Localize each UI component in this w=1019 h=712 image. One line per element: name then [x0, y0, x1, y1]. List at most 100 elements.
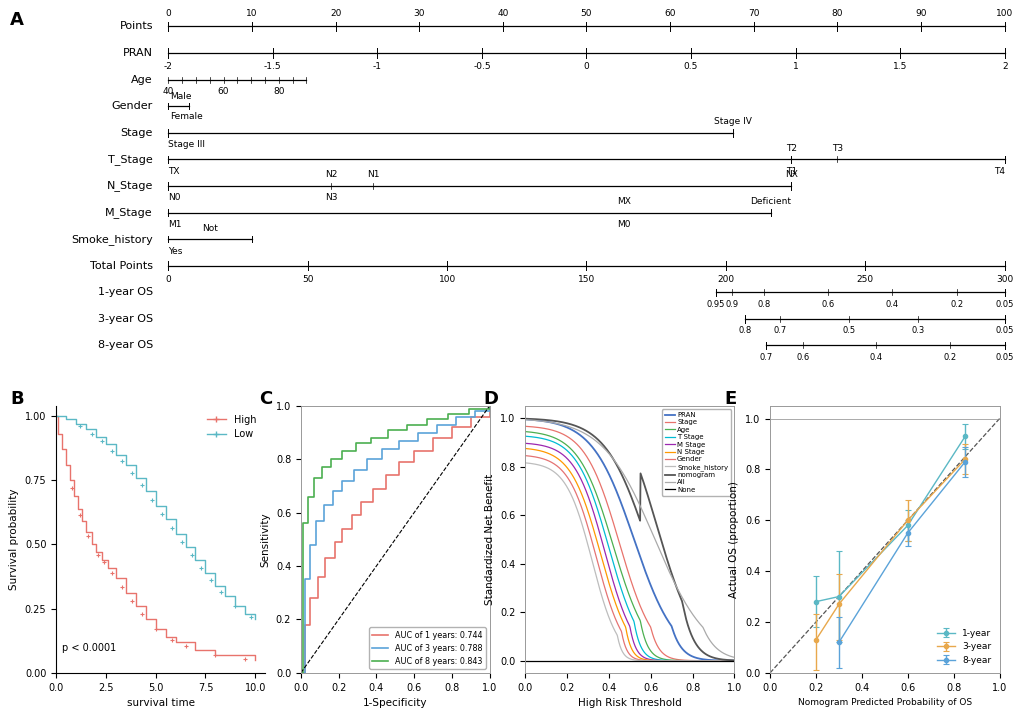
- AUC of 1 years: 0.744: (0.8, 0.92): 0.744: (0.8, 0.92): [445, 423, 458, 431]
- Text: 80: 80: [273, 87, 284, 96]
- Text: 0.7: 0.7: [759, 353, 772, 362]
- All: [728, 653, 740, 661]
- Text: Stage III: Stage III: [168, 140, 205, 150]
- Line: AUC of 3 years: 0.788: AUC of 3 years: 0.788: [301, 406, 489, 673]
- All: [690, 616, 702, 624]
- Text: T2: T2: [786, 144, 796, 152]
- Smoke_history: [632, 656, 644, 664]
- T Stage: [632, 636, 644, 644]
- AUC of 3 years: 0.788: (0.28, 0.76): 0.788: (0.28, 0.76): [347, 466, 360, 474]
- None: [722, 656, 735, 665]
- Line: AUC of 8 years: 0.843: AUC of 8 years: 0.843: [301, 406, 489, 673]
- Text: 50: 50: [302, 275, 313, 284]
- Text: M1: M1: [168, 220, 181, 229]
- AUC of 8 years: 0.843: (0.11, 0.77): 0.843: (0.11, 0.77): [315, 463, 327, 471]
- Text: 0.05: 0.05: [995, 300, 1013, 309]
- AUC of 8 years: 0.843: (0.07, 0.73): 0.843: (0.07, 0.73): [308, 473, 320, 482]
- None: [632, 656, 644, 665]
- AUC of 3 years: 0.788: (0.02, 0.35): 0.788: (0.02, 0.35): [299, 575, 311, 584]
- Text: Smoke_history: Smoke_history: [71, 234, 153, 244]
- Text: 0: 0: [165, 9, 171, 18]
- Text: N0: N0: [168, 194, 180, 202]
- Stage: [632, 597, 644, 606]
- Age: [519, 427, 531, 436]
- nomogram: [722, 656, 735, 664]
- AUC of 8 years: 0.843: (0.22, 0.83): 0.843: (0.22, 0.83): [336, 447, 348, 456]
- AUC of 8 years: 0.843: (0, 0): 0.843: (0, 0): [294, 669, 307, 677]
- Text: 0.5: 0.5: [842, 326, 855, 335]
- Line: T Stage: T Stage: [525, 436, 734, 661]
- AUC of 3 years: 0.788: (0.82, 0.96): 0.788: (0.82, 0.96): [449, 412, 462, 421]
- Text: 0.7: 0.7: [772, 326, 786, 335]
- None: [728, 656, 740, 665]
- Smoke_history: [728, 656, 740, 665]
- Text: Points: Points: [119, 21, 153, 31]
- M Stage: [722, 656, 735, 665]
- Gender: [728, 656, 740, 665]
- Smoke_history: [722, 656, 735, 665]
- Text: -0.5: -0.5: [473, 63, 490, 71]
- Text: 3-year OS: 3-year OS: [98, 314, 153, 324]
- N Stage: [722, 656, 735, 665]
- Text: M0: M0: [616, 220, 631, 229]
- AUC of 1 years: 0.744: (0.09, 0.36): 0.744: (0.09, 0.36): [312, 572, 324, 581]
- Text: 90: 90: [914, 9, 926, 18]
- M Stage: [690, 656, 702, 665]
- Text: 0.2: 0.2: [949, 300, 962, 309]
- AUC of 1 years: 0.744: (0.52, 0.79): 0.744: (0.52, 0.79): [392, 458, 405, 466]
- nomogram: [618, 476, 630, 485]
- Text: 0.9: 0.9: [725, 300, 738, 309]
- Text: 0.6: 0.6: [821, 300, 835, 309]
- Text: T1: T1: [785, 167, 796, 176]
- Text: 40: 40: [162, 87, 174, 96]
- Text: 1-year OS: 1-year OS: [98, 287, 153, 298]
- Text: 60: 60: [663, 9, 676, 18]
- X-axis label: 1-Specificity: 1-Specificity: [363, 698, 427, 708]
- Legend: High, Low: High, Low: [203, 411, 260, 444]
- T Stage: [519, 432, 531, 441]
- M Stage: [643, 655, 655, 664]
- Legend: 1-year, 3-year, 8-year: 1-year, 3-year, 8-year: [932, 625, 995, 669]
- Text: 8-year OS: 8-year OS: [98, 340, 153, 350]
- All: [620, 473, 632, 482]
- Text: -1.5: -1.5: [264, 63, 281, 71]
- AUC of 1 years: 0.744: (0.6, 0.83): 0.744: (0.6, 0.83): [408, 447, 420, 456]
- AUC of 1 years: 0.744: (0.18, 0.49): 0.744: (0.18, 0.49): [328, 538, 340, 546]
- M Stage: [618, 611, 630, 619]
- Text: Yes: Yes: [168, 246, 182, 256]
- Text: 0.3: 0.3: [911, 326, 924, 335]
- Age: [620, 582, 632, 590]
- Text: 0.6: 0.6: [796, 353, 809, 362]
- N Stage: [620, 624, 632, 632]
- Text: M_Stage: M_Stage: [105, 207, 153, 218]
- Line: M Stage: M Stage: [525, 444, 734, 661]
- Text: T3: T3: [832, 144, 842, 152]
- Gender: [690, 656, 702, 665]
- Y-axis label: Standardized Net Benefit: Standardized Net Benefit: [484, 473, 494, 605]
- PRAN: [519, 415, 531, 424]
- Age: [643, 645, 655, 654]
- N Stage: [519, 444, 531, 453]
- Text: Age: Age: [131, 75, 153, 85]
- PRAN: [632, 548, 644, 556]
- AUC of 8 years: 0.843: (0.01, 0.56): 0.843: (0.01, 0.56): [297, 519, 309, 528]
- Line: N Stage: N Stage: [525, 449, 734, 661]
- Text: 0.05: 0.05: [995, 353, 1013, 362]
- AUC of 1 years: 0.744: (0.9, 0.96): 0.744: (0.9, 0.96): [465, 412, 477, 421]
- AUC of 8 years: 0.843: (0.56, 0.93): 0.843: (0.56, 0.93): [400, 420, 413, 429]
- None: [690, 656, 702, 665]
- AUC of 8 years: 0.843: (1, 1): 0.843: (1, 1): [483, 402, 495, 410]
- nomogram: [643, 498, 655, 506]
- Text: N_Stage: N_Stage: [107, 180, 153, 192]
- Line: Gender: Gender: [525, 456, 734, 661]
- Text: C: C: [259, 390, 272, 408]
- Text: N2: N2: [325, 170, 337, 179]
- Text: 100: 100: [438, 275, 455, 284]
- None: [620, 656, 632, 665]
- nomogram: [519, 414, 531, 423]
- Text: Deficient: Deficient: [749, 197, 790, 206]
- AUC of 1 years: 0.744: (0.27, 0.59): 0.744: (0.27, 0.59): [345, 511, 358, 520]
- X-axis label: High Risk Threshold: High Risk Threshold: [578, 698, 681, 708]
- AUC of 1 years: 0.744: (0.32, 0.64): 0.744: (0.32, 0.64): [355, 498, 367, 506]
- Text: T4: T4: [993, 167, 1004, 176]
